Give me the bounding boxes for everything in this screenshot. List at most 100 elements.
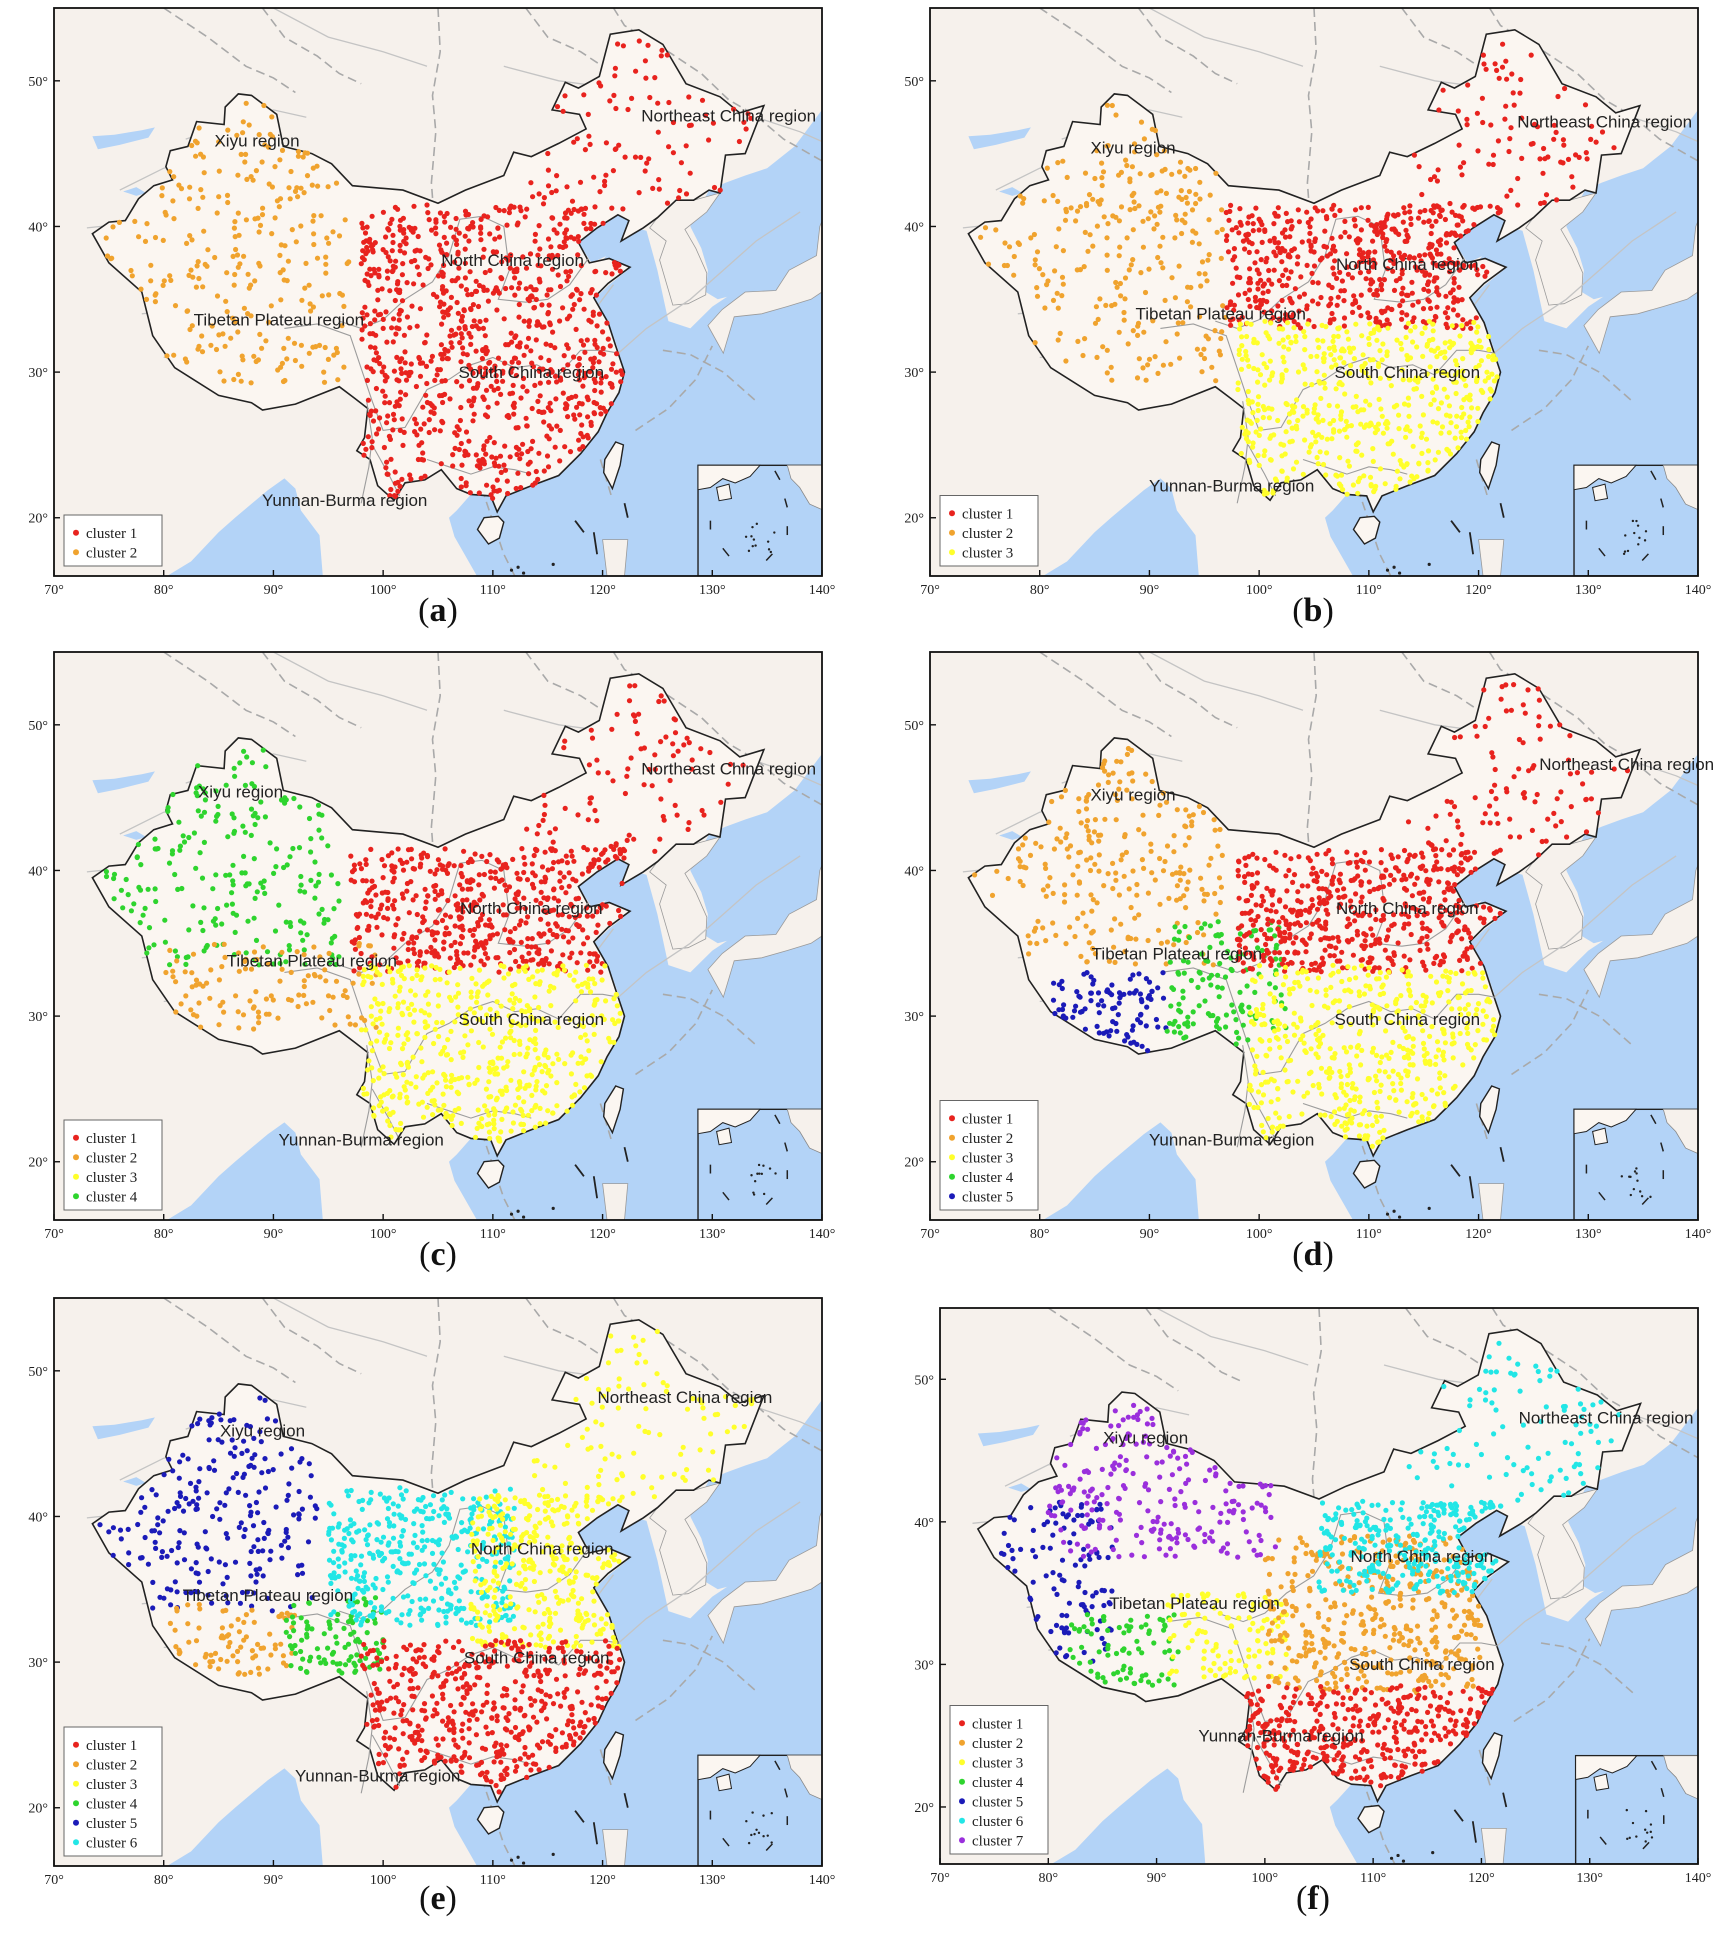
station-dot-red	[1443, 232, 1449, 238]
station-dot-yellow	[440, 1091, 446, 1097]
station-dot-yellow	[420, 1075, 426, 1081]
station-dot-orange	[1208, 855, 1214, 861]
station-dot-red	[545, 183, 552, 189]
station-dot-red	[533, 468, 539, 475]
station-dot-red	[545, 464, 552, 470]
station-dot-orange	[278, 364, 284, 370]
station-dot-red	[417, 373, 424, 379]
region-label: Yunnan-Burma region	[1149, 477, 1314, 496]
station-dot-yellow	[1344, 434, 1350, 440]
station-dot-red	[493, 875, 499, 881]
station-dot-orange	[1087, 867, 1094, 874]
station-dot-red	[1492, 61, 1498, 67]
station-dot-yellow	[1287, 439, 1293, 445]
station-dot-red	[1460, 317, 1466, 323]
station-dot-red	[489, 454, 495, 460]
station-dot-orange	[1174, 807, 1180, 813]
station-dot-yellow	[543, 1083, 550, 1089]
station-dot-orange	[333, 978, 340, 984]
station-dot-red	[1573, 152, 1579, 158]
station-dot-orange	[1113, 817, 1119, 823]
station-dot-yellow	[376, 1029, 383, 1035]
station-dot-yellow	[379, 1021, 385, 1027]
station-dot-yellow	[448, 1084, 454, 1090]
station-dot-green	[1237, 989, 1243, 995]
station-dot-green	[137, 920, 143, 926]
station-dot-red	[686, 122, 693, 129]
station-dot-red	[568, 293, 574, 299]
station-dot-yellow	[1463, 383, 1469, 389]
station-dot-red	[545, 405, 551, 411]
station-dot-red	[515, 470, 521, 476]
station-dot-orange	[159, 193, 165, 199]
station-dot-red	[541, 419, 547, 425]
station-dot-red	[1421, 286, 1427, 292]
station-dot-orange	[163, 969, 169, 976]
station-dot-red	[367, 266, 373, 272]
station-dot-yellow	[1355, 479, 1361, 485]
station-dot-red	[1562, 85, 1568, 92]
station-dot-red	[468, 306, 474, 312]
station-dot-orange	[248, 313, 254, 319]
station-dot-orange	[1175, 320, 1181, 326]
station-dot-yellow	[1329, 436, 1335, 442]
station-dot-yellow	[517, 1038, 523, 1044]
station-dot-red	[616, 142, 622, 148]
station-dot-orange	[280, 267, 286, 273]
station-dot-orange	[302, 285, 308, 291]
station-dot-red	[515, 425, 521, 431]
station-dot-orange	[314, 255, 321, 261]
station-dot-red	[1247, 275, 1253, 282]
station-dot-blue	[1139, 1043, 1145, 1049]
station-dot-orange	[224, 270, 230, 276]
legend-label: cluster 3	[86, 1170, 137, 1186]
station-dot-orange	[322, 344, 328, 351]
station-dot-red	[458, 475, 464, 482]
station-dot-orange	[1157, 855, 1163, 862]
station-dot-orange	[1132, 205, 1138, 212]
station-dot-orange	[266, 1011, 272, 1017]
station-dot-red	[1305, 219, 1311, 226]
station-dot-orange	[1074, 208, 1081, 214]
station-dot-orange	[1078, 953, 1084, 959]
station-dot-yellow	[1285, 334, 1291, 340]
station-dot-red	[359, 336, 365, 342]
station-dot-red	[1518, 76, 1524, 83]
station-dot-red	[441, 351, 447, 357]
island-dot	[521, 1215, 526, 1219]
lon-tick-label: 140°	[809, 1227, 836, 1242]
map-panel-d: Xiyu region Northeast China region North C…	[904, 651, 1714, 1242]
station-dot-red	[1331, 271, 1337, 277]
station-dot-red	[621, 855, 627, 861]
station-dot-red	[535, 398, 541, 404]
station-dot-red	[511, 204, 517, 210]
station-dot-orange	[1094, 223, 1100, 229]
station-dot-red	[532, 480, 538, 486]
station-dot-red	[587, 865, 593, 871]
station-dot-green	[194, 785, 200, 791]
station-dot-red	[1480, 119, 1486, 126]
station-dot-orange	[196, 125, 202, 131]
station-dot-orange	[1113, 112, 1119, 118]
station-dot-red	[549, 189, 555, 196]
station-dot-red	[572, 416, 578, 422]
region-label: Northeast China region	[641, 107, 816, 126]
station-dot-yellow	[505, 1059, 511, 1065]
station-dot-yellow	[381, 1071, 387, 1077]
station-dot-yellow	[1237, 321, 1243, 327]
station-dot-red	[401, 332, 407, 338]
station-dot-orange	[1205, 257, 1211, 263]
station-dot-yellow	[434, 1019, 440, 1026]
station-dot-red	[1436, 107, 1442, 113]
station-dot-yellow	[1351, 356, 1357, 362]
station-dot-red	[400, 261, 406, 267]
station-dot-red	[468, 341, 474, 347]
station-dot-blue	[1116, 990, 1123, 996]
station-dot-red	[511, 400, 517, 406]
station-dot-red	[1443, 240, 1450, 246]
station-dot-orange	[192, 138, 199, 144]
station-dot-red	[578, 291, 584, 297]
station-dot-orange	[1174, 883, 1180, 889]
station-dot-yellow	[521, 1128, 527, 1134]
